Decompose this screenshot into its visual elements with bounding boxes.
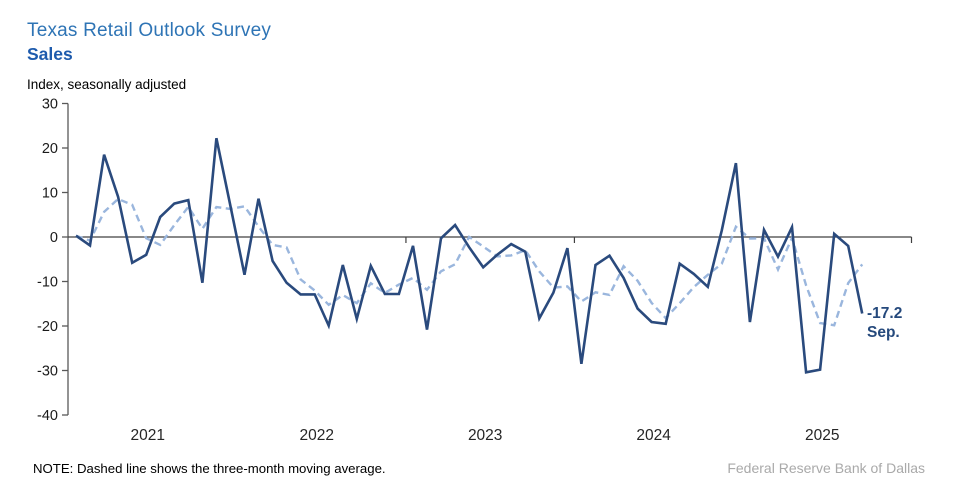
annotation-month: Sep. bbox=[867, 324, 900, 341]
y-tick-label: -20 bbox=[37, 319, 58, 335]
annotation-value: -17.2 bbox=[867, 305, 903, 322]
year-label: 2021 bbox=[130, 427, 164, 444]
latest-value-annotation: -17.2 Sep. bbox=[867, 304, 902, 342]
y-tick-label: -40 bbox=[37, 408, 58, 424]
y-axis-units-label: Index, seasonally adjusted bbox=[27, 77, 187, 92]
source-attribution: Federal Reserve Bank of Dallas bbox=[727, 460, 925, 476]
year-label: 2025 bbox=[805, 427, 839, 444]
chart-title: Texas Retail Outlook Survey bbox=[27, 20, 272, 41]
y-tick-label: 30 bbox=[42, 97, 58, 113]
y-tick-label: -30 bbox=[37, 364, 58, 380]
chart-subtitle: Sales bbox=[27, 44, 73, 64]
year-label: 2022 bbox=[299, 427, 333, 444]
y-tick-label: 0 bbox=[50, 230, 58, 246]
y-tick-label: 10 bbox=[42, 186, 58, 202]
y-axis-ticks: 30 20 10 0 -10 -20 -30 -40 bbox=[37, 97, 68, 424]
year-label: 2024 bbox=[636, 427, 671, 444]
y-tick-label: -10 bbox=[37, 275, 58, 291]
axes bbox=[67, 103, 912, 415]
footnote: NOTE: Dashed line shows the three-month … bbox=[33, 461, 386, 476]
year-label: 2023 bbox=[468, 427, 502, 444]
y-tick-label: 20 bbox=[42, 141, 58, 157]
x-axis-ticks: 2021 2022 2023 2024 2025 bbox=[130, 237, 913, 444]
monthly-series-line bbox=[75, 137, 864, 374]
moving-average-line bbox=[75, 197, 864, 327]
